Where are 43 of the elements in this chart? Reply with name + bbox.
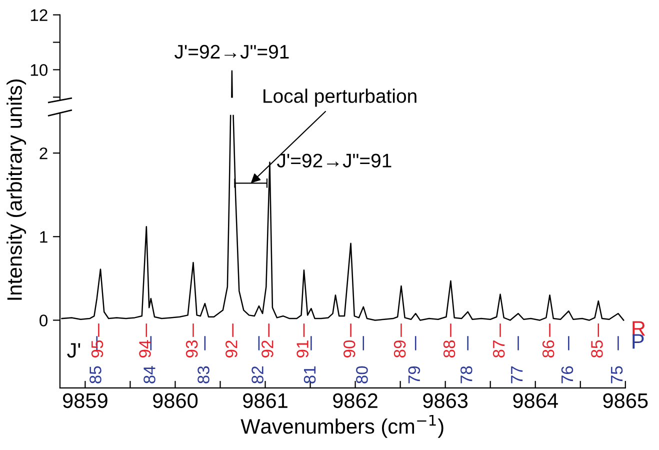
y-tick-label: 2 [40, 147, 48, 160]
x-axis-title: Wavenumbers (cm$^{−1}$) [240, 414, 444, 438]
series-label: R [632, 321, 646, 336]
x-tick-label: 9860 [153, 393, 198, 408]
annotation: 89 [394, 340, 406, 358]
annotation: 95 [91, 340, 104, 358]
series-label: P [632, 334, 644, 349]
annotation: 90 [343, 340, 356, 358]
y-tick-label: 1 [40, 231, 48, 243]
annotation: 91 [296, 340, 308, 358]
annotation: 82 [252, 366, 264, 384]
annotation: 87 [492, 340, 505, 358]
annotation: J' [67, 343, 80, 358]
annotation: 77 [511, 366, 523, 384]
annotation: 92 [262, 340, 274, 358]
annotation: 85 [591, 340, 603, 358]
x-tick-label: 9861 [243, 393, 288, 408]
annotation: 79 [408, 366, 420, 384]
x-tick-label: 9859 [62, 393, 108, 408]
y-tick-label: 12 [30, 9, 48, 21]
annotation: 94 [139, 340, 151, 358]
annotation: J'=92→J"=91 [174, 44, 289, 59]
annotation: 86 [542, 340, 554, 358]
y-tick-label: 10 [30, 64, 48, 76]
x-tick-label: 9862 [333, 393, 378, 408]
annotation: 84 [144, 366, 156, 384]
annotation: 93 [186, 340, 198, 358]
x-tick-label: 9865 [603, 393, 648, 408]
annotation: Local perturbation [264, 88, 416, 107]
annotation: 92 [226, 340, 238, 358]
y-tick-label: 0 [40, 314, 48, 326]
y-axis-title: Intensity (arbitrary units) [6, 79, 26, 300]
annotation: 75 [611, 366, 623, 384]
annotation: 83 [198, 366, 210, 384]
x-tick-label: 9864 [513, 393, 558, 408]
annotation: J'=92→J"=91 [277, 154, 392, 168]
annotation: 88 [443, 340, 456, 358]
annotation: 81 [304, 366, 316, 384]
x-tick-label: 9863 [423, 393, 468, 408]
annotation: 80 [356, 366, 368, 384]
annotation: 76 [561, 366, 574, 384]
annotation: 78 [460, 366, 472, 384]
annotation: 85 [90, 366, 102, 384]
